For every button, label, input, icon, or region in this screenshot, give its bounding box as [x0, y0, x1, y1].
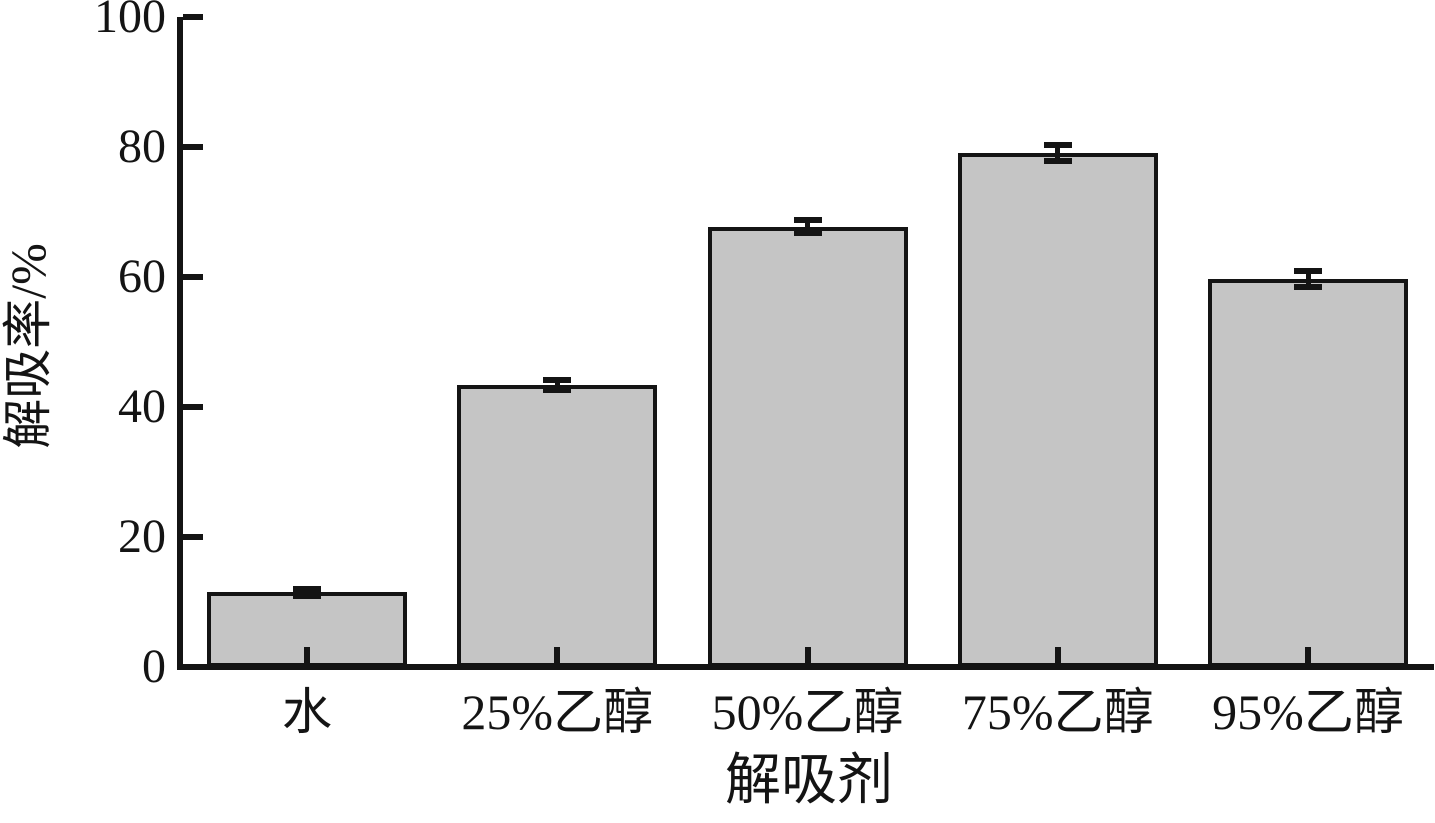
- y-tick-label: 20: [118, 510, 166, 563]
- y-tick: [183, 144, 203, 150]
- error-bar-cap-bottom: [1294, 283, 1322, 290]
- error-bar-line: [1305, 271, 1311, 287]
- y-tick: [183, 534, 203, 540]
- x-tick: [804, 647, 811, 667]
- error-bar-line: [1055, 145, 1061, 161]
- error-bar-line: [304, 589, 310, 596]
- y-axis-line: [177, 17, 183, 670]
- x-tick-label: 水: [282, 684, 332, 740]
- bar: [957, 152, 1158, 667]
- error-bar-cap-bottom: [793, 230, 822, 237]
- y-tick: [183, 664, 203, 670]
- bar: [707, 226, 908, 667]
- y-tick-label: 80: [118, 120, 166, 173]
- x-tick: [304, 647, 310, 667]
- y-tick: [183, 274, 203, 280]
- x-axis-line: [177, 664, 1434, 670]
- y-tick: [183, 404, 203, 410]
- error-bar-cap-top: [293, 586, 321, 592]
- x-tick: [1305, 647, 1311, 667]
- y-tick: [183, 14, 203, 20]
- x-tick-label: 75%乙醇: [961, 684, 1154, 740]
- y-tick-label: 60: [118, 250, 166, 303]
- x-tick-label: 95%乙醇: [1212, 684, 1404, 740]
- y-tick-label: 40: [118, 380, 166, 433]
- error-bar-line: [554, 379, 560, 391]
- y-tick-label: 100: [94, 0, 166, 43]
- y-tick-label: 0: [142, 640, 166, 693]
- error-bar-cap-top: [1294, 268, 1322, 275]
- error-bar-cap-bottom: [293, 592, 321, 599]
- error-bar-cap-top: [1043, 142, 1072, 149]
- x-tick-label: 50%乙醇: [711, 684, 904, 740]
- bar: [457, 384, 658, 667]
- x-axis-title: 解吸剂: [725, 750, 893, 812]
- error-bar-cap-bottom: [1043, 157, 1072, 164]
- error-bar-line: [805, 220, 810, 234]
- x-tick: [1054, 647, 1061, 667]
- y-axis-label: 解吸率/%: [0, 243, 56, 449]
- error-bar-cap-top: [793, 217, 822, 224]
- x-tick: [554, 647, 561, 667]
- error-bar-cap-bottom: [543, 387, 572, 394]
- error-bar-cap-top: [543, 376, 572, 383]
- x-tick-label: 25%乙醇: [461, 684, 654, 740]
- bar: [1208, 278, 1408, 667]
